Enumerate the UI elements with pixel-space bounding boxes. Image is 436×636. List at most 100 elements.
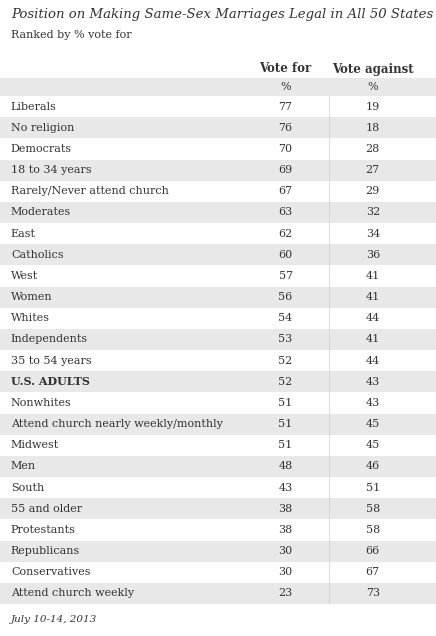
Text: 28: 28 xyxy=(366,144,380,154)
Text: 44: 44 xyxy=(366,314,380,323)
Text: 43: 43 xyxy=(279,483,293,493)
Text: 57: 57 xyxy=(279,271,293,281)
Bar xyxy=(0,456,436,477)
Bar xyxy=(0,181,436,202)
Text: Democrats: Democrats xyxy=(11,144,72,154)
Text: 43: 43 xyxy=(366,398,380,408)
Text: Republicans: Republicans xyxy=(11,546,80,556)
Text: Independents: Independents xyxy=(11,335,88,345)
Text: 19: 19 xyxy=(366,102,380,111)
Bar xyxy=(0,160,436,181)
Text: 58: 58 xyxy=(366,525,380,535)
Text: 62: 62 xyxy=(279,228,293,238)
Text: 38: 38 xyxy=(279,525,293,535)
Text: Women: Women xyxy=(11,292,52,302)
Bar xyxy=(0,117,436,139)
Text: 43: 43 xyxy=(366,377,380,387)
Text: East: East xyxy=(11,228,36,238)
Text: No religion: No religion xyxy=(11,123,74,133)
Bar xyxy=(0,498,436,520)
Text: 60: 60 xyxy=(279,250,293,259)
Bar xyxy=(0,78,436,96)
Text: 77: 77 xyxy=(279,102,293,111)
Text: 67: 67 xyxy=(279,186,293,197)
Text: 56: 56 xyxy=(279,292,293,302)
Text: 67: 67 xyxy=(366,567,380,577)
Text: West: West xyxy=(11,271,38,281)
Text: %: % xyxy=(280,82,291,92)
Bar xyxy=(0,60,436,78)
Text: Vote for: Vote for xyxy=(259,62,312,76)
Bar xyxy=(0,329,436,350)
Text: Position on Making Same-Sex Marriages Legal in All 50 States: Position on Making Same-Sex Marriages Le… xyxy=(11,8,433,21)
Text: 41: 41 xyxy=(366,335,380,345)
Text: 66: 66 xyxy=(366,546,380,556)
Text: %: % xyxy=(368,82,378,92)
Text: 51: 51 xyxy=(366,483,380,493)
Text: 54: 54 xyxy=(279,314,293,323)
Bar xyxy=(0,371,436,392)
Text: 41: 41 xyxy=(366,292,380,302)
Bar xyxy=(0,520,436,541)
Bar xyxy=(0,392,436,413)
Bar xyxy=(0,202,436,223)
Text: 30: 30 xyxy=(279,546,293,556)
Bar xyxy=(0,286,436,308)
Text: 34: 34 xyxy=(366,228,380,238)
Text: Vote against: Vote against xyxy=(332,62,414,76)
Text: Conservatives: Conservatives xyxy=(11,567,90,577)
Bar xyxy=(0,413,436,434)
Text: 48: 48 xyxy=(279,461,293,471)
Text: 63: 63 xyxy=(279,207,293,218)
Text: Rarely/Never attend church: Rarely/Never attend church xyxy=(11,186,169,197)
Bar xyxy=(0,223,436,244)
Text: 46: 46 xyxy=(366,461,380,471)
Text: 18 to 34 years: 18 to 34 years xyxy=(11,165,92,175)
Text: 51: 51 xyxy=(279,398,293,408)
Text: 52: 52 xyxy=(279,377,293,387)
Bar xyxy=(0,265,436,286)
Text: 52: 52 xyxy=(279,356,293,366)
Text: 29: 29 xyxy=(366,186,380,197)
Bar xyxy=(0,434,436,456)
Text: Nonwhites: Nonwhites xyxy=(11,398,72,408)
Text: 36: 36 xyxy=(366,250,380,259)
Text: 76: 76 xyxy=(279,123,293,133)
Text: 45: 45 xyxy=(366,419,380,429)
Bar xyxy=(0,541,436,562)
Text: 73: 73 xyxy=(366,588,380,598)
Text: 41: 41 xyxy=(366,271,380,281)
Text: 38: 38 xyxy=(279,504,293,514)
Text: 44: 44 xyxy=(366,356,380,366)
Text: 18: 18 xyxy=(366,123,380,133)
Text: 51: 51 xyxy=(279,440,293,450)
Bar xyxy=(0,562,436,583)
Text: 51: 51 xyxy=(279,419,293,429)
Text: 32: 32 xyxy=(366,207,380,218)
Text: Catholics: Catholics xyxy=(11,250,64,259)
Text: Men: Men xyxy=(11,461,36,471)
Text: 45: 45 xyxy=(366,440,380,450)
Text: 70: 70 xyxy=(279,144,293,154)
Text: South: South xyxy=(11,483,44,493)
Text: July 10-14, 2013: July 10-14, 2013 xyxy=(11,615,97,624)
Text: 27: 27 xyxy=(366,165,380,175)
Text: Liberals: Liberals xyxy=(11,102,57,111)
Bar xyxy=(0,350,436,371)
Bar xyxy=(0,308,436,329)
Bar xyxy=(0,139,436,160)
Text: Moderates: Moderates xyxy=(11,207,71,218)
Bar xyxy=(0,583,436,604)
Bar xyxy=(0,244,436,265)
Text: 30: 30 xyxy=(279,567,293,577)
Text: Ranked by % vote for: Ranked by % vote for xyxy=(11,30,132,40)
Text: Whites: Whites xyxy=(11,314,50,323)
Text: 23: 23 xyxy=(279,588,293,598)
Text: U.S. ADULTS: U.S. ADULTS xyxy=(11,377,90,387)
Text: Protestants: Protestants xyxy=(11,525,76,535)
Bar xyxy=(0,96,436,117)
Text: 58: 58 xyxy=(366,504,380,514)
Text: 55 and older: 55 and older xyxy=(11,504,82,514)
Text: 35 to 54 years: 35 to 54 years xyxy=(11,356,92,366)
Text: 53: 53 xyxy=(279,335,293,345)
